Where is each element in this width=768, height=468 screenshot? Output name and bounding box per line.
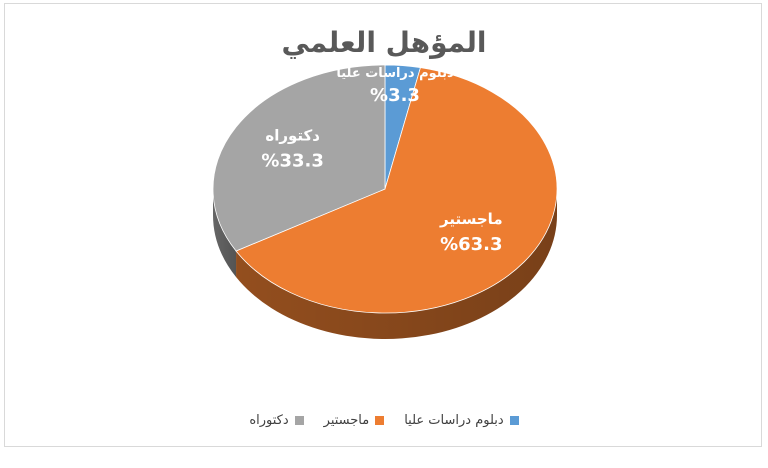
legend-swatch-diploma [509, 416, 519, 425]
data-label-name-diploma: دبلوم دراسات عليا [336, 66, 454, 81]
data-label-value-diploma: %3.3 [370, 85, 420, 106]
data-label-name-doctorate: دكتوراه [265, 127, 320, 145]
legend: دبلوم دراسات عليا ماجستير دكتوراه [5, 413, 763, 428]
pie-sides [213, 189, 557, 340]
pie-slice-masters [235, 67, 558, 314]
legend-swatch-doctorate [294, 416, 304, 425]
chart-frame: المؤهل العلمي دبلوم دراسات عليا %3.3 ماجست… [4, 3, 762, 447]
pie-labels: دبلوم دراسات عليا %3.3 ماجستير %63.3 دكتوراه… [261, 66, 502, 255]
data-label-value-doctorate: %33.3 [261, 151, 323, 172]
pie-chart: دبلوم دراسات عليا %3.3 ماجستير %63.3 دكتوراه… [212, 64, 558, 340]
legend-item-doctorate: دكتوراه [249, 413, 304, 428]
pie-slice-doctorate [212, 64, 386, 252]
pie-tops [212, 64, 558, 314]
pie-side-shade-masters [236, 189, 557, 340]
legend-label-doctorate: دكتوراه [249, 413, 289, 428]
legend-swatch-masters [375, 416, 385, 425]
chart-title: المؤهل العلمي [281, 26, 487, 59]
legend-item-diploma: دبلوم دراسات عليا [404, 413, 519, 428]
data-label-value-masters: %63.3 [440, 234, 502, 255]
legend-label-diploma: دبلوم دراسات عليا [404, 413, 504, 428]
data-label-name-masters: ماجستير [439, 210, 503, 228]
legend-item-masters: ماجستير [324, 413, 385, 428]
legend-label-masters: ماجستير [323, 413, 370, 428]
pie-side-shade-doctorate [213, 189, 237, 277]
